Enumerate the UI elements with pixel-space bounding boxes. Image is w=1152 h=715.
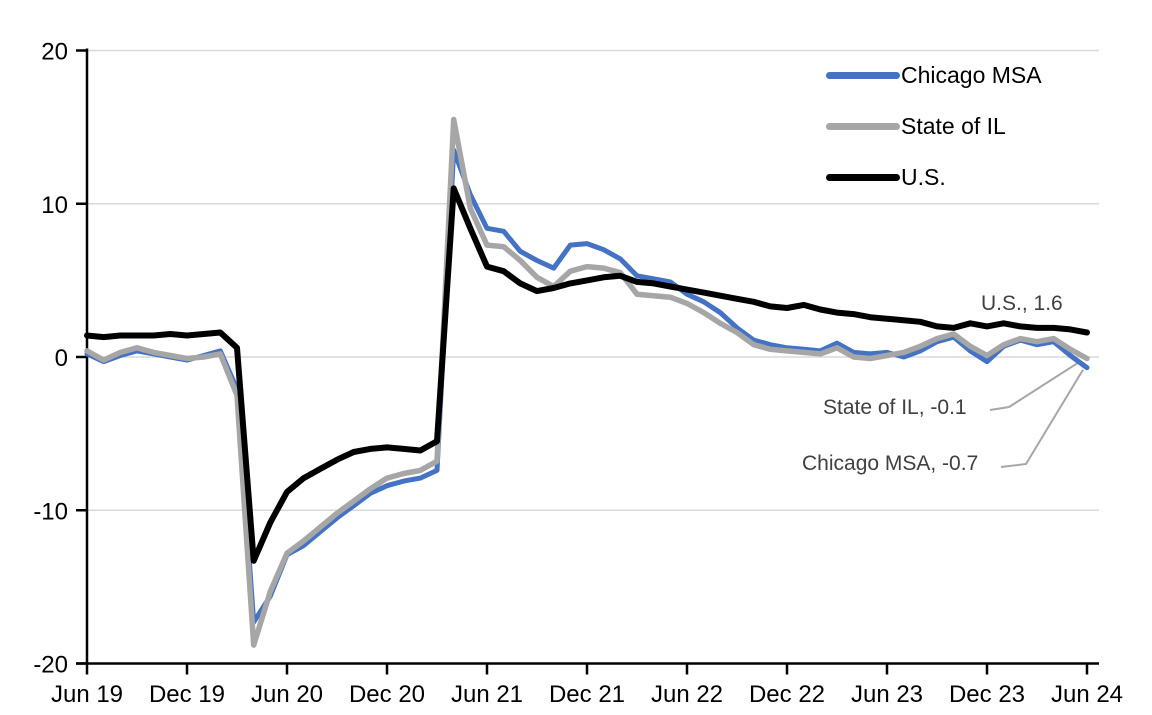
x-tick-label: Jun 22 <box>651 681 723 708</box>
legend-swatch-chicago-msa <box>826 72 900 79</box>
annotation-us-last-value: U.S., 1.6 <box>981 292 1063 315</box>
x-tick-label: Dec 20 <box>349 681 425 708</box>
x-tick-label: Dec 21 <box>549 681 625 708</box>
y-gridlines <box>87 49 1099 511</box>
x-tick-label: Jun 21 <box>451 681 523 708</box>
legend-item-chicago-msa: Chicago MSA <box>826 50 1042 101</box>
x-tick-label: Dec 23 <box>949 681 1025 708</box>
annotation-leader-lines <box>989 360 1084 468</box>
x-tick-label: Jun 20 <box>251 681 323 708</box>
y-tick-label: -20 <box>33 652 68 679</box>
y-tick-label: -10 <box>33 498 68 525</box>
series-line-state-of-il <box>84 116 1090 648</box>
x-tick-label: Jun 24 <box>1051 681 1123 708</box>
x-tick-label: Jun 23 <box>851 681 923 708</box>
legend-swatch-us <box>826 174 900 181</box>
annotation-state-of-il-last-value: State of IL, -0.1 <box>823 396 967 419</box>
series-line-u-s <box>84 185 1090 564</box>
annotation-chicago-msa-last-value: Chicago MSA, -0.7 <box>802 452 979 475</box>
legend-label-chicago-msa: Chicago MSA <box>901 62 1042 88</box>
legend-item-state-of-il: State of IL <box>826 101 1042 152</box>
y-tick-label: 10 <box>41 192 68 219</box>
legend-label-us: U.S. <box>901 164 946 190</box>
legend-swatch-state-of-il <box>826 123 900 130</box>
x-tick-label: Dec 22 <box>749 681 825 708</box>
x-tick-label: Dec 19 <box>149 681 225 708</box>
y-tick-label: 0 <box>55 345 68 372</box>
y-tick-label: 20 <box>41 39 68 66</box>
legend: Chicago MSA State of IL U.S. <box>826 50 1042 203</box>
legend-label-state-of-il: State of IL <box>901 113 1006 139</box>
x-tick-label: Jun 19 <box>51 681 123 708</box>
legend-item-us: U.S. <box>826 152 1042 203</box>
